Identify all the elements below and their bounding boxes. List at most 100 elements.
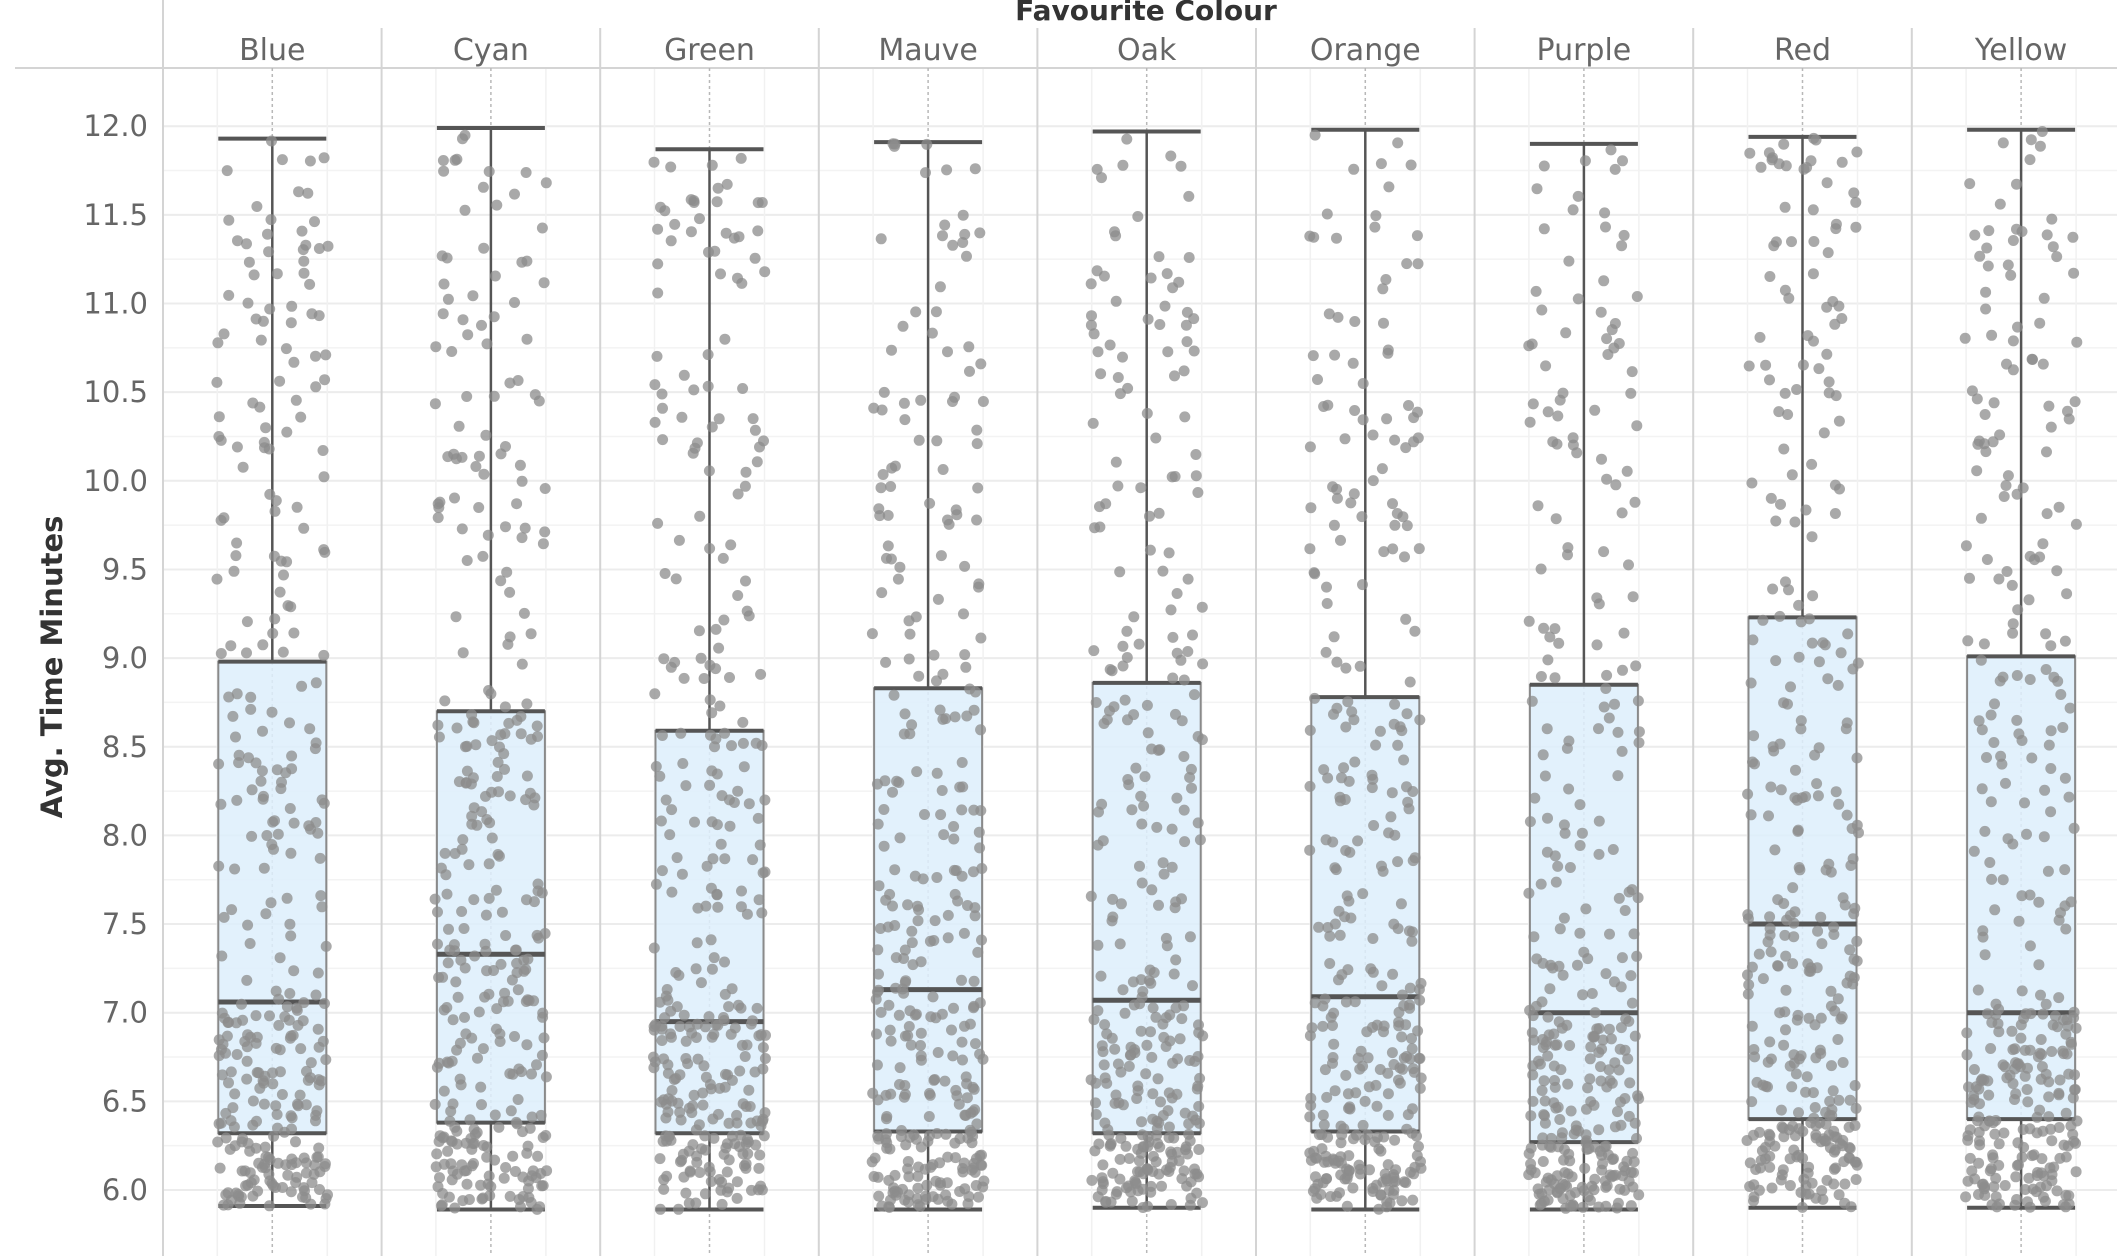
data-point xyxy=(272,828,284,840)
data-point xyxy=(2023,594,2035,606)
data-point xyxy=(457,647,469,659)
data-point xyxy=(1964,572,1975,584)
data-point xyxy=(1345,497,1357,509)
data-point xyxy=(490,884,502,896)
data-point xyxy=(500,1162,512,1173)
data-point xyxy=(442,1145,454,1157)
data-point xyxy=(2071,336,2083,348)
data-point xyxy=(1178,1000,1190,1012)
data-point xyxy=(1764,929,1776,941)
data-point xyxy=(1986,329,1998,341)
data-point xyxy=(1088,645,1100,657)
data-point xyxy=(2007,618,2019,630)
data-point xyxy=(1317,1109,1329,1121)
data-point xyxy=(448,448,460,460)
data-point xyxy=(1600,968,1612,980)
data-point xyxy=(453,776,465,788)
data-point xyxy=(316,901,328,913)
data-point xyxy=(296,225,308,237)
data-point xyxy=(1986,873,1998,885)
data-point xyxy=(313,1142,325,1154)
data-point xyxy=(2069,396,2081,408)
data-point xyxy=(969,163,981,175)
data-point xyxy=(245,703,257,715)
data-point xyxy=(1401,520,1413,532)
data-point xyxy=(1851,146,1863,158)
data-point xyxy=(1141,1039,1153,1051)
data-point xyxy=(489,270,501,282)
data-point xyxy=(1537,749,1549,761)
data-point xyxy=(527,1165,539,1177)
data-point xyxy=(1357,579,1368,591)
data-point xyxy=(269,613,281,625)
data-point xyxy=(885,553,897,565)
data-point xyxy=(759,266,771,278)
data-point xyxy=(1193,1019,1204,1031)
data-point xyxy=(1332,311,1344,323)
data-point xyxy=(467,1138,479,1149)
data-point xyxy=(1412,1025,1424,1037)
data-point xyxy=(971,514,983,526)
data-point xyxy=(703,246,714,258)
data-point xyxy=(920,167,931,179)
data-point xyxy=(1142,727,1154,739)
data-point xyxy=(2045,1123,2057,1135)
data-point xyxy=(510,1166,521,1177)
data-point xyxy=(1633,726,1645,738)
data-point xyxy=(704,779,716,791)
data-point xyxy=(1837,1057,1849,1068)
data-point xyxy=(518,607,530,619)
data-point xyxy=(432,719,444,731)
data-point xyxy=(1096,172,1107,184)
data-point xyxy=(1549,1081,1561,1093)
data-point xyxy=(760,1029,771,1041)
data-point xyxy=(509,297,520,308)
data-point xyxy=(893,1009,905,1021)
data-point xyxy=(1603,1064,1615,1076)
data-point xyxy=(315,890,327,902)
data-point xyxy=(951,509,963,521)
data-point xyxy=(1755,161,1767,173)
data-point xyxy=(225,1066,237,1078)
data-point xyxy=(1621,465,1633,477)
data-point xyxy=(1396,989,1408,1001)
data-point xyxy=(652,517,664,529)
data-point xyxy=(1127,976,1139,988)
data-point xyxy=(1981,242,1993,254)
data-point xyxy=(1374,725,1386,737)
data-point xyxy=(1757,614,1769,626)
data-point xyxy=(1532,1183,1544,1195)
data-point xyxy=(1178,804,1190,816)
data-point xyxy=(1542,654,1554,666)
data-point xyxy=(752,225,764,237)
data-point xyxy=(1567,204,1579,216)
data-point xyxy=(2011,714,2023,726)
data-point xyxy=(940,713,952,725)
data-point xyxy=(1744,1157,1756,1169)
data-point xyxy=(1789,516,1801,528)
data-point xyxy=(1348,714,1360,726)
data-point xyxy=(435,1200,447,1212)
data-point xyxy=(244,1167,256,1179)
data-point xyxy=(1768,745,1780,757)
data-point xyxy=(212,337,224,349)
data-point xyxy=(437,155,449,166)
data-point xyxy=(698,673,710,684)
data-point xyxy=(1808,236,1820,247)
data-point xyxy=(1136,991,1148,1003)
data-point xyxy=(1107,911,1119,923)
data-point xyxy=(499,701,511,713)
data-point xyxy=(1531,183,1543,195)
data-point xyxy=(1554,1183,1566,1195)
data-point xyxy=(1530,1000,1542,1012)
data-point xyxy=(1807,204,1819,216)
data-point xyxy=(2033,959,2045,971)
data-point xyxy=(751,456,763,468)
data-point xyxy=(1167,631,1179,643)
data-point xyxy=(871,1059,883,1071)
data-point xyxy=(1181,306,1193,318)
data-point xyxy=(1369,221,1381,233)
data-point xyxy=(1993,1198,2005,1210)
data-point xyxy=(1153,899,1164,911)
data-point xyxy=(1751,1076,1763,1088)
